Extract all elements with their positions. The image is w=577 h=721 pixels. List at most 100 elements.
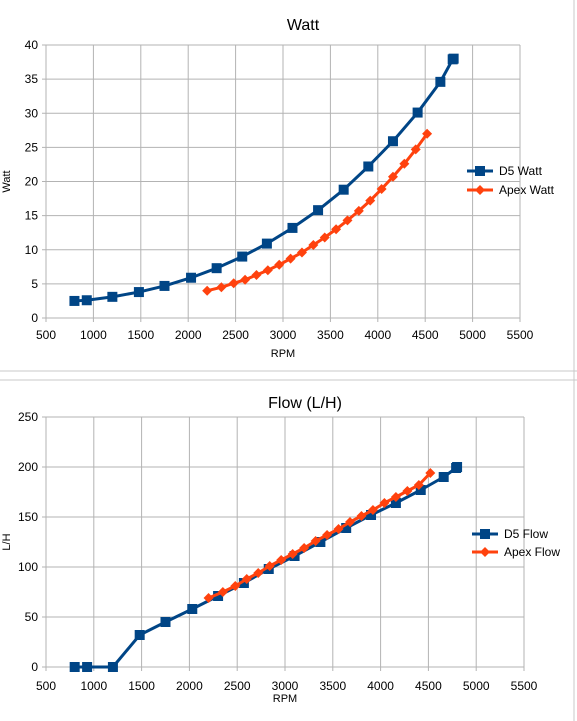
x-tick-label: 5000 [459,328,486,342]
data-point [379,498,390,508]
data-point [251,270,262,281]
y-axis-title: L/H [1,533,13,550]
x-tick-label: 2000 [175,328,202,342]
data-point [211,263,222,274]
x-tick-label: 4500 [412,328,439,342]
series-line [74,57,455,303]
x-tick-label: 1500 [127,328,154,342]
x-axis-title: RPM [273,693,297,705]
data-point [216,282,227,293]
data-point [366,510,377,520]
data-point [238,578,249,588]
data-point [133,287,144,298]
data-point [410,144,421,155]
data-point [365,195,376,206]
data-point [402,486,413,496]
data-point [186,272,197,283]
x-tick-label: 500 [36,679,56,693]
x-tick-label: 2000 [176,679,203,693]
y-tick-label: 15 [25,209,39,223]
data-point [363,161,374,172]
data-point [415,485,426,495]
data-point [262,265,273,276]
legend-entry: Apex Flow [472,545,560,559]
legend-entry: D5 Flow [472,527,548,541]
series-apex-watt [202,128,433,296]
data-point [412,107,423,118]
y-tick-label: 40 [25,38,39,52]
y-tick-label: 25 [25,140,39,154]
legend-marker [475,185,485,195]
data-point [387,136,398,147]
x-tick-label: 500 [36,328,56,342]
data-point [425,468,436,478]
x-tick-label: 5500 [507,328,534,342]
data-point [308,239,319,250]
data-point [390,498,401,508]
y-tick-label: 0 [31,311,38,325]
y-tick-label: 50 [25,610,39,624]
x-tick-label: 5000 [463,679,490,693]
chart-title: Watt [287,17,320,34]
legend-entry: D5 Watt [467,164,543,178]
legend-entry: Apex Watt [467,183,555,197]
y-tick-label: 0 [31,660,38,674]
y-tick-label: 100 [18,560,38,574]
data-point [264,561,275,571]
data-point [230,581,241,591]
legend-marker [480,529,490,539]
series-apex-flow [203,468,436,603]
y-tick-label: 10 [25,243,39,257]
x-tick-label: 3000 [272,679,299,693]
data-point [134,630,145,640]
legend-label: Apex Watt [499,183,555,197]
data-point [228,278,239,289]
data-point [367,505,378,515]
data-point [69,295,80,306]
x-tick-label: 5500 [511,679,538,693]
x-tick-label: 3500 [317,328,344,342]
data-point [452,462,463,472]
x-tick-label: 1000 [80,328,107,342]
x-tick-label: 4500 [415,679,442,693]
data-point [285,253,296,264]
data-point [241,574,252,584]
data-point [387,171,398,182]
data-point [299,543,310,553]
data-point [237,251,248,262]
chart-1: 500 1000 1500 2000 2500 3000 3500 4000 4500 5000 5… [1,17,555,360]
data-point [341,523,352,533]
data-point [448,53,459,64]
data-point [322,530,333,540]
data-point [213,591,224,601]
data-point [287,222,298,233]
data-point [390,492,401,502]
data-point [338,184,349,195]
x-tick-label: 2500 [224,679,251,693]
data-point [82,662,93,672]
x-tick-label: 4000 [367,679,394,693]
data-point [331,224,342,235]
data-point [435,76,446,87]
data-point [69,662,80,672]
data-point [202,285,213,296]
data-point [203,593,214,603]
data-point [356,511,367,521]
legend-marker [475,166,485,176]
data-point [399,158,410,169]
data-point [240,274,251,285]
chart-2: 500 1000 1500 2000 2500 3000 3500 4000 4500 5000 5… [1,395,560,705]
legend-label: D5 Flow [504,527,548,541]
data-point [217,587,228,597]
data-point [333,524,344,534]
x-tick-label: 3500 [319,679,346,693]
y-tick-label: 200 [18,460,38,474]
legend-marker [480,547,490,557]
legend-label: D5 Watt [499,164,543,178]
data-point [313,205,324,216]
data-point [81,295,92,306]
data-point [422,128,433,139]
data-point [274,259,285,270]
y-tick-label: 5 [31,277,38,291]
